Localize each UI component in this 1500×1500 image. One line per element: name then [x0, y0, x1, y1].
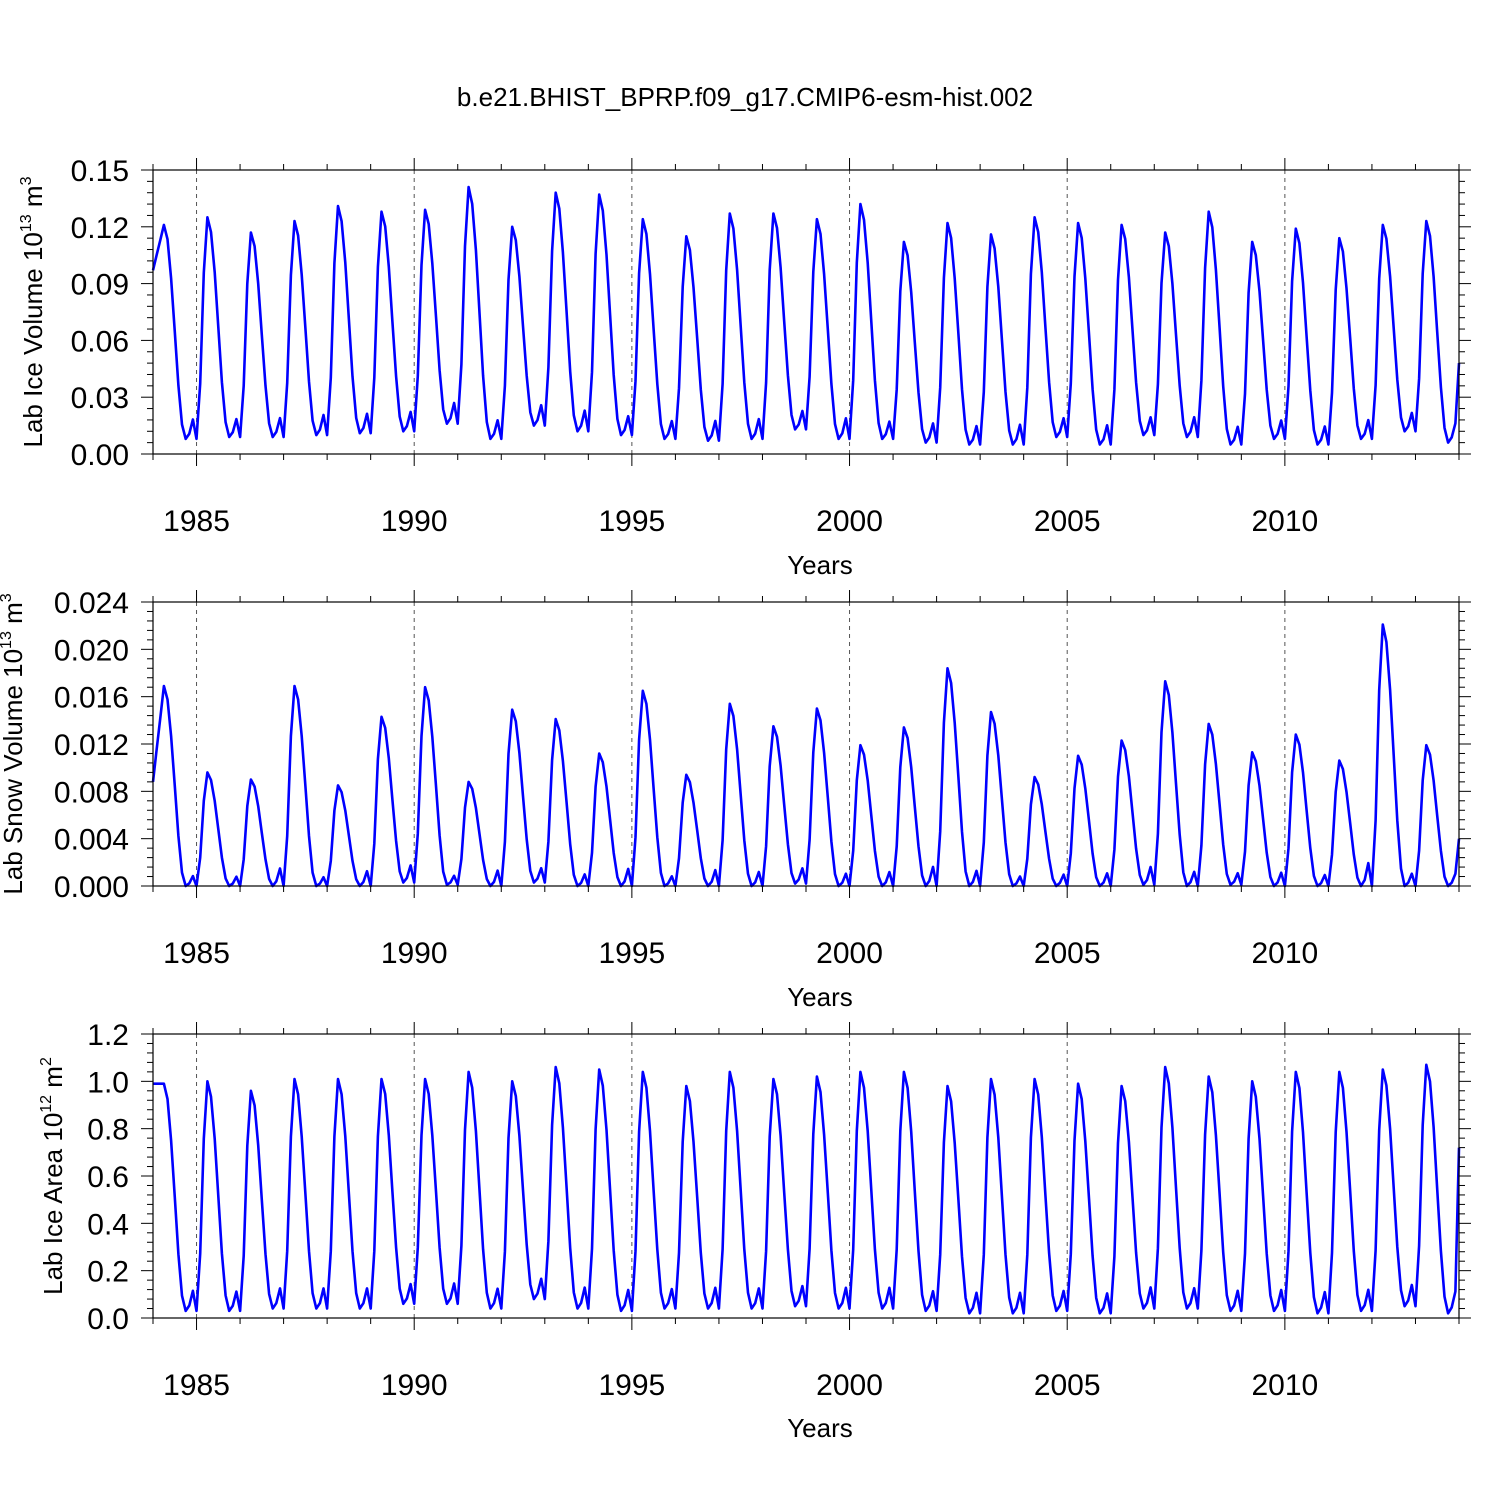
- x-tick-label: 2000: [816, 937, 883, 970]
- y-tick-label: 0.020: [54, 634, 129, 667]
- x-tick-label: 1990: [381, 1369, 448, 1402]
- y-axis-label: Lab Ice Volume 1013 m3: [18, 176, 48, 447]
- y-tick-label: 0.6: [87, 1161, 129, 1194]
- y-tick-label: 0.004: [54, 824, 129, 857]
- y-tick-label: 0.12: [71, 212, 129, 245]
- x-axis-label: Years: [787, 982, 853, 1012]
- x-tick-label: 2005: [1034, 937, 1101, 970]
- y-tick-label: 0.024: [54, 587, 129, 620]
- x-tick-label: 1990: [381, 937, 448, 970]
- panel-snow-volume: 0.000 0.004 0.008 0.012 0.016 0.020 0.024 1985…: [0, 587, 1471, 1012]
- x-tick-labels: 1985 1990 1995 2000 2005 2010: [163, 937, 1318, 970]
- x-tick-labels: 1985 1990 1995 2000 2005 2010: [163, 1369, 1318, 1402]
- x-tick-label: 1990: [381, 505, 448, 538]
- x-tick-label: 2000: [816, 1369, 883, 1402]
- tick-layer: [141, 1022, 1471, 1330]
- y-tick-label: 0.06: [71, 325, 129, 358]
- y-tick-label: 0.4: [87, 1208, 129, 1241]
- x-axis-label: Years: [787, 1413, 853, 1443]
- x-tick-label: 2010: [1251, 937, 1318, 970]
- x-tick-label: 1985: [163, 505, 230, 538]
- y-tick-labels: 0.000 0.004 0.008 0.012 0.016 0.020 0.024: [54, 587, 129, 904]
- series-line: [151, 623, 1461, 888]
- x-tick-label: 1985: [163, 937, 230, 970]
- y-tick-label: 0.03: [71, 382, 129, 415]
- series-line: [153, 1063, 1461, 1315]
- y-tick-label: 0.8: [87, 1114, 129, 1147]
- x-tick-label: 1995: [598, 937, 665, 970]
- figure-title: b.e21.BHIST_BPRP.f09_g17.CMIP6-esm-hist.…: [457, 82, 1033, 112]
- y-tick-label: 0.0: [87, 1303, 129, 1336]
- y-tick-label: 0.09: [71, 269, 129, 302]
- x-tick-label: 2000: [816, 505, 883, 538]
- tick-layer: [141, 158, 1471, 466]
- x-tick-label: 1985: [163, 1369, 230, 1402]
- panel-ice-area: 0.0 0.2 0.4 0.6 0.8 1.0 1.2 1985 1990 1995 2000 20…: [38, 1019, 1471, 1443]
- y-tick-labels: 0.0 0.2 0.4 0.6 0.8 1.0 1.2: [87, 1019, 129, 1336]
- x-tick-label: 2005: [1034, 1369, 1101, 1402]
- panel-ice-volume: 0.00 0.03 0.06 0.09 0.12 0.15 1985 1990 1995 200…: [18, 155, 1471, 580]
- y-tick-label: 0.15: [71, 155, 129, 188]
- y-tick-label: 1.2: [87, 1019, 129, 1052]
- y-tick-label: 0.2: [87, 1256, 129, 1289]
- y-tick-labels: 0.00 0.03 0.06 0.09 0.12 0.15: [71, 155, 129, 472]
- x-tick-label: 2010: [1251, 1369, 1318, 1402]
- tick-layer: [141, 590, 1471, 898]
- y-tick-label: 0.012: [54, 729, 129, 762]
- x-tick-label: 1995: [598, 1369, 665, 1402]
- series-line: [151, 185, 1461, 446]
- y-axis-label: Lab Snow Volume 1013 m3: [0, 593, 28, 894]
- y-tick-label: 0.008: [54, 776, 129, 809]
- x-tick-labels: 1985 1990 1995 2000 2005 2010: [163, 505, 1318, 538]
- y-tick-label: 1.0: [87, 1066, 129, 1099]
- y-axis-label: Lab Ice Area 1012 m2: [38, 1057, 68, 1295]
- y-tick-label: 0.000: [54, 871, 129, 904]
- x-axis-label: Years: [787, 550, 853, 580]
- x-tick-label: 2005: [1034, 505, 1101, 538]
- y-tick-label: 0.016: [54, 682, 129, 715]
- x-tick-label: 2010: [1251, 505, 1318, 538]
- y-tick-label: 0.00: [71, 439, 129, 472]
- x-tick-label: 1995: [598, 505, 665, 538]
